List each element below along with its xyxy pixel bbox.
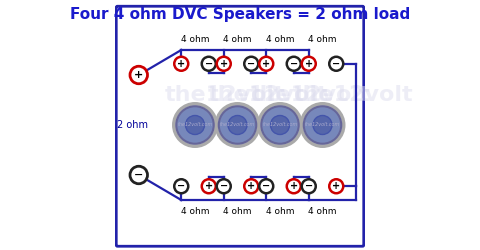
Text: +: + (204, 181, 213, 191)
Circle shape (174, 57, 188, 71)
FancyBboxPatch shape (116, 6, 364, 246)
Circle shape (219, 106, 256, 144)
Text: +: + (220, 59, 228, 69)
Circle shape (304, 106, 341, 144)
Circle shape (217, 57, 231, 71)
Circle shape (185, 116, 204, 134)
Circle shape (259, 104, 301, 146)
Text: +: + (305, 59, 313, 69)
Text: −: − (332, 59, 340, 69)
Circle shape (302, 57, 316, 71)
Text: −: − (262, 181, 270, 191)
Text: 4 ohm: 4 ohm (223, 207, 252, 216)
Text: the12volt: the12volt (165, 85, 286, 105)
Text: the12volt.com: the12volt.com (305, 122, 340, 128)
Text: +: + (332, 181, 340, 191)
Circle shape (228, 116, 247, 134)
Text: 2 ohm: 2 ohm (117, 120, 148, 130)
Circle shape (176, 106, 214, 144)
Text: +: + (247, 181, 255, 191)
Text: the12volt: the12volt (250, 85, 371, 105)
Circle shape (216, 104, 259, 146)
Text: +: + (134, 70, 144, 80)
Text: −: − (220, 181, 228, 191)
Circle shape (287, 179, 301, 193)
Text: 4 ohm: 4 ohm (308, 207, 337, 216)
Circle shape (174, 104, 216, 146)
Text: the12volt.com: the12volt.com (263, 122, 298, 128)
Text: Four 4 ohm DVC Speakers = 2 ohm load: Four 4 ohm DVC Speakers = 2 ohm load (70, 8, 410, 22)
Circle shape (313, 116, 332, 134)
Text: the12volt: the12volt (207, 85, 328, 105)
Circle shape (130, 166, 147, 184)
Circle shape (217, 179, 231, 193)
Circle shape (271, 116, 289, 134)
Text: +: + (290, 181, 298, 191)
Circle shape (244, 57, 258, 71)
Text: −: − (134, 170, 144, 180)
Text: 4 ohm: 4 ohm (308, 36, 337, 44)
Text: −: − (290, 59, 298, 69)
Circle shape (329, 57, 343, 71)
Text: the12volt.com: the12volt.com (220, 122, 255, 128)
Text: −: − (204, 59, 213, 69)
Circle shape (130, 66, 147, 84)
Circle shape (302, 179, 316, 193)
Text: −: − (305, 181, 313, 191)
Text: 4 ohm: 4 ohm (266, 207, 294, 216)
Circle shape (259, 179, 273, 193)
Text: the12volt: the12volt (292, 85, 413, 105)
Circle shape (301, 104, 344, 146)
Text: −: − (177, 181, 185, 191)
Circle shape (244, 179, 258, 193)
Text: 4 ohm: 4 ohm (266, 36, 294, 44)
Text: +: + (177, 59, 185, 69)
Text: −: − (247, 59, 255, 69)
Circle shape (329, 179, 343, 193)
Text: +: + (262, 59, 270, 69)
Text: the12volt.com: the12volt.com (178, 122, 213, 128)
Circle shape (287, 57, 301, 71)
Circle shape (261, 106, 299, 144)
Text: 4 ohm: 4 ohm (223, 36, 252, 44)
Text: 4 ohm: 4 ohm (181, 207, 209, 216)
Text: 4 ohm: 4 ohm (181, 36, 209, 44)
Circle shape (202, 57, 216, 71)
Circle shape (202, 179, 216, 193)
Circle shape (174, 179, 188, 193)
Circle shape (259, 57, 273, 71)
